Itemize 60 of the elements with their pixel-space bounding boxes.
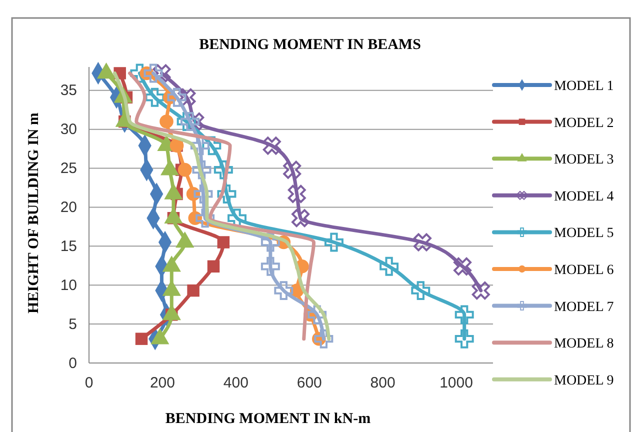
point <box>178 162 192 177</box>
point <box>274 281 294 300</box>
legend-label: MODEL 8 <box>554 336 614 352</box>
y-tick-label: 25 <box>60 160 77 178</box>
point <box>202 136 222 156</box>
point <box>167 88 186 107</box>
point <box>207 260 220 273</box>
x-tick-label: 800 <box>370 374 396 392</box>
point <box>180 112 200 132</box>
point <box>454 257 472 276</box>
legend-label: MODEL 1 <box>554 79 614 94</box>
point <box>176 112 196 132</box>
x-tick-label: 1000 <box>440 374 473 392</box>
legend-label: MODEL 9 <box>554 373 614 388</box>
point <box>145 88 164 107</box>
point <box>262 136 281 155</box>
point <box>260 232 280 252</box>
x-tick-label: 400 <box>223 374 248 392</box>
point <box>380 256 399 276</box>
point <box>160 114 174 128</box>
point <box>292 209 310 228</box>
point <box>178 88 196 106</box>
y-tick-label: 0 <box>68 354 77 372</box>
point <box>314 329 334 348</box>
point <box>283 160 302 179</box>
chart-title: BENDING MOMENT IN BEAMS <box>199 37 421 53</box>
point <box>324 232 344 252</box>
legend-label: MODEL 7 <box>554 300 614 315</box>
y-axis-title: HEIGHT OF BUILDING IN m <box>26 112 42 314</box>
point <box>308 305 327 324</box>
y-tick-label: 30 <box>60 121 77 138</box>
x-tick-label: 200 <box>150 374 175 392</box>
y-tick-label: 15 <box>60 238 77 255</box>
point <box>472 282 490 300</box>
y-tick-label: 5 <box>68 316 77 333</box>
point <box>214 160 233 180</box>
point <box>187 284 200 297</box>
point <box>411 281 430 300</box>
point <box>260 256 280 276</box>
x-axis-title: BENDING MOMENT IN kN-m <box>165 411 372 427</box>
point <box>217 184 236 204</box>
point <box>288 184 306 203</box>
point <box>454 329 474 348</box>
y-tick-label: 35 <box>60 82 77 100</box>
x-tick-label: 600 <box>296 374 322 392</box>
point <box>192 160 212 180</box>
legend-label: MODEL 3 <box>554 152 614 168</box>
point <box>413 233 432 252</box>
legend-label: MODEL 5 <box>554 226 614 242</box>
y-tick-label: 20 <box>60 199 77 216</box>
point <box>454 305 474 324</box>
x-tick-label: 0 <box>84 374 94 392</box>
point <box>135 332 148 345</box>
point <box>217 236 230 248</box>
point <box>196 208 215 228</box>
legend-label: MODEL 2 <box>554 116 614 131</box>
y-tick-label: 10 <box>60 276 77 294</box>
legend-label: MODEL 4 <box>554 189 614 204</box>
legend-label: MODEL 6 <box>554 263 614 278</box>
point <box>144 64 163 83</box>
